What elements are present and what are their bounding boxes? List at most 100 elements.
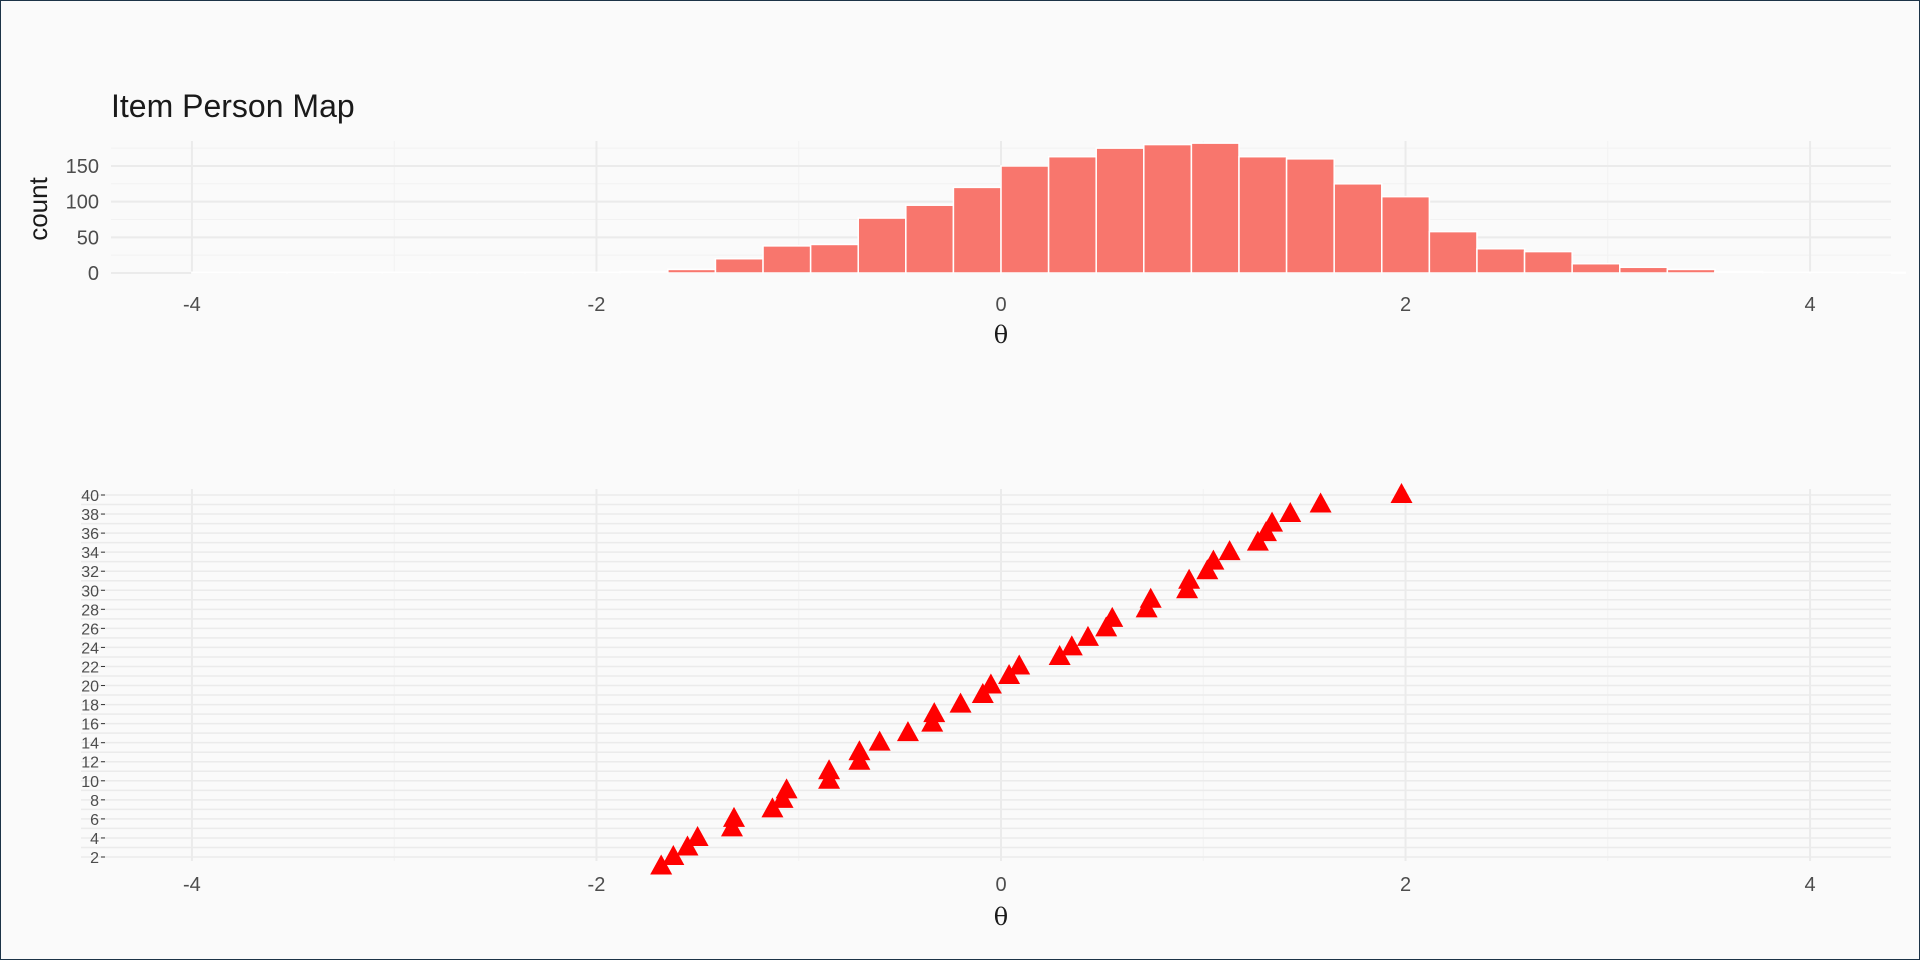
scatter-y-tick-label: 20 <box>81 679 99 696</box>
histogram-bar <box>476 271 526 274</box>
scatter-y-tick-label: 8 <box>90 793 99 810</box>
histogram-bar <box>1856 271 1907 274</box>
scatter-y-tick-label: 18 <box>81 698 99 715</box>
scatter-point <box>979 673 1002 694</box>
scatter-point <box>1390 483 1413 503</box>
histogram-bar <box>1333 183 1383 274</box>
histogram-bar <box>381 271 431 274</box>
scatter-point <box>1101 606 1124 627</box>
histogram-bar <box>1285 158 1335 274</box>
histogram-bar <box>524 271 574 274</box>
histogram-y-tick-label: 50 <box>77 227 99 249</box>
scatter-point <box>923 702 946 723</box>
scatter-y-tick-label: 10 <box>81 774 99 791</box>
histogram-bar <box>762 245 812 274</box>
scatter-point <box>1309 492 1332 513</box>
histogram-x-axis-title: θ <box>994 321 1008 349</box>
scatter-y-tick-label: 2 <box>90 850 99 867</box>
scatter-point <box>1060 635 1083 656</box>
scatter-y-tick-label: 30 <box>81 583 99 600</box>
histogram-bar <box>667 268 717 274</box>
histogram-bar <box>857 217 907 274</box>
scatter-point <box>1048 644 1071 665</box>
histogram-bar <box>1095 147 1145 274</box>
scatter-point <box>868 730 891 751</box>
histogram-bar <box>1619 266 1669 274</box>
histogram-bar <box>1761 271 1811 274</box>
scatter-y-tick-label: 22 <box>81 659 99 676</box>
scatter-x-axis-title: θ <box>994 903 1008 931</box>
scatter-point <box>949 692 972 713</box>
histogram-bar <box>1666 268 1716 274</box>
histogram-bar <box>1238 155 1288 274</box>
scatter-point <box>1178 568 1201 589</box>
scatter-point <box>1076 625 1099 646</box>
histogram-x-tick-label: 0 <box>995 294 1006 316</box>
scatter-y-tick-label: 24 <box>81 640 99 657</box>
scatter-y-tick-label: 40 <box>81 488 99 505</box>
scatter-point <box>775 778 798 799</box>
scatter-y-tick-label: 34 <box>81 545 99 562</box>
histogram-x-tick-label: -4 <box>183 294 201 316</box>
scatter-x-tick-label: -4 <box>183 874 201 896</box>
scatter-point <box>1139 587 1162 608</box>
histogram-y-tick-label: 150 <box>66 156 99 178</box>
histogram-y-tick-label: 0 <box>88 263 99 285</box>
scatter-point <box>650 854 673 875</box>
scatter-y-tick-label: 36 <box>81 526 99 543</box>
histogram-panel: 0 50 100 150 -4 -2 0 2 4 <box>66 141 1907 316</box>
scatter-y-tick-label: 38 <box>81 507 99 524</box>
histogram-bar <box>1523 250 1573 274</box>
scatter-point <box>848 740 871 761</box>
scatter-point <box>686 825 709 846</box>
scatter-point <box>723 806 745 827</box>
histogram-x-tick-label: -2 <box>588 294 606 316</box>
histogram-bar <box>619 270 669 274</box>
scatter-y-tick-label: 32 <box>81 564 99 581</box>
histogram-bar <box>1190 142 1240 274</box>
scatter-y-tick-label: 4 <box>90 831 99 848</box>
histogram-bar <box>1714 270 1764 274</box>
scatter-y-tick-label: 12 <box>81 755 99 772</box>
histogram-bar <box>1809 271 1859 274</box>
histogram-bar <box>1381 195 1431 274</box>
scatter-point <box>1261 511 1284 532</box>
scatter-point <box>662 845 685 865</box>
histogram-bar <box>571 271 622 274</box>
histogram-bar <box>714 257 764 274</box>
histogram-bar <box>952 186 1002 274</box>
histogram-x-tick-label: 2 <box>1400 294 1411 316</box>
histogram-bar <box>238 271 288 274</box>
histogram-x-tick-label: 4 <box>1805 294 1816 316</box>
scatter-point <box>896 721 919 742</box>
scatter-x-tick-label: 0 <box>995 874 1006 896</box>
histogram-bar <box>429 271 479 274</box>
histogram-bar <box>809 243 859 274</box>
histogram-bar <box>1476 247 1526 274</box>
histogram-bar <box>286 271 336 274</box>
scatter-point <box>1008 654 1031 675</box>
scatter-y-tick-label: 6 <box>90 812 99 829</box>
scatter-y-tick-label: 14 <box>81 736 99 753</box>
scatter-y-tick-label: 26 <box>81 621 99 638</box>
histogram-y-axis-title: count <box>23 176 53 240</box>
scatter-y-tick-label: 16 <box>81 717 99 734</box>
scatter-x-tick-label: 4 <box>1805 874 1816 896</box>
histogram-bar <box>1428 230 1478 274</box>
scatter-x-tick-label: 2 <box>1400 874 1411 896</box>
histogram-y-tick-label: 100 <box>66 192 99 214</box>
histogram-bar <box>191 271 241 274</box>
histogram-bar <box>333 271 384 274</box>
scatter-y-tick-label: 28 <box>81 602 99 619</box>
scatter-point <box>818 759 841 780</box>
histogram-bar <box>1000 165 1050 274</box>
histogram-bar <box>1047 155 1097 274</box>
histogram-bar <box>1143 143 1193 274</box>
scatter-point <box>1218 540 1241 561</box>
chart-title: Item Person Map <box>111 88 355 124</box>
histogram-bar <box>905 204 955 274</box>
scatter-point <box>1279 502 1302 523</box>
